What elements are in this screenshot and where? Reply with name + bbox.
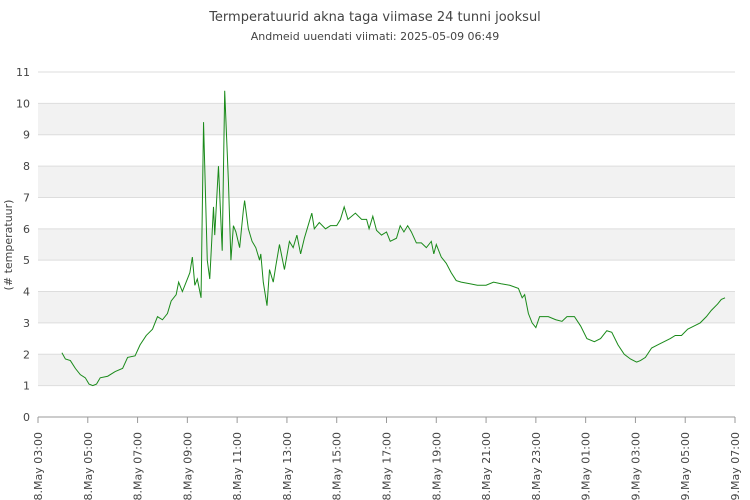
grid-band <box>38 291 735 323</box>
x-tick-label: 08.May 23:00 <box>530 432 543 500</box>
grid-band <box>38 228 735 261</box>
x-tick-label: 08.May 15:00 <box>331 432 344 500</box>
grid-band <box>38 354 735 386</box>
y-tick-label: 7 <box>23 191 30 204</box>
x-tick-label: 08.May 05:00 <box>82 432 95 500</box>
x-tick-label: 09.May 03:00 <box>629 432 642 500</box>
x-tick-label: 08.May 07:00 <box>132 432 145 500</box>
grid-band <box>38 103 735 135</box>
x-tick-label: 08.May 21:00 <box>480 432 493 500</box>
y-tick-label: 11 <box>16 66 30 79</box>
x-tick-label: 08.May 09:00 <box>181 432 194 500</box>
grid-band <box>38 166 735 198</box>
x-tick-label: 08.May 19:00 <box>430 432 443 500</box>
y-tick-label: 2 <box>23 348 30 361</box>
x-tick-label: 09.May 05:00 <box>679 432 692 500</box>
temperature-line <box>61 90 726 387</box>
y-tick-label: 6 <box>23 223 30 236</box>
y-tick-label: 4 <box>23 286 30 299</box>
y-axis-label: (# temperatuur) <box>2 200 15 291</box>
chart-title: Termperatuurid akna taga viimase 24 tunn… <box>208 10 541 25</box>
x-tick-label: 08.May 11:00 <box>231 432 244 500</box>
x-tick-label: 08.May 03:00 <box>32 432 45 500</box>
y-tick-label: 5 <box>23 254 30 267</box>
y-tick-label: 3 <box>23 317 30 330</box>
chart-subtitle: Andmeid uuendati viimati: 2025-05-09 06:… <box>251 30 500 43</box>
x-tick-label: 09.May 07:00 <box>729 432 742 500</box>
y-tick-label: 9 <box>23 129 30 142</box>
x-tick-label: 08.May 17:00 <box>381 432 394 500</box>
x-tick-label: 09.May 01:00 <box>580 432 593 500</box>
x-tick-label: 08.May 13:00 <box>281 432 294 500</box>
y-tick-label: 1 <box>23 380 30 393</box>
y-tick-label: 10 <box>16 97 30 110</box>
y-tick-label: 0 <box>23 411 30 424</box>
y-tick-label: 8 <box>23 160 30 173</box>
